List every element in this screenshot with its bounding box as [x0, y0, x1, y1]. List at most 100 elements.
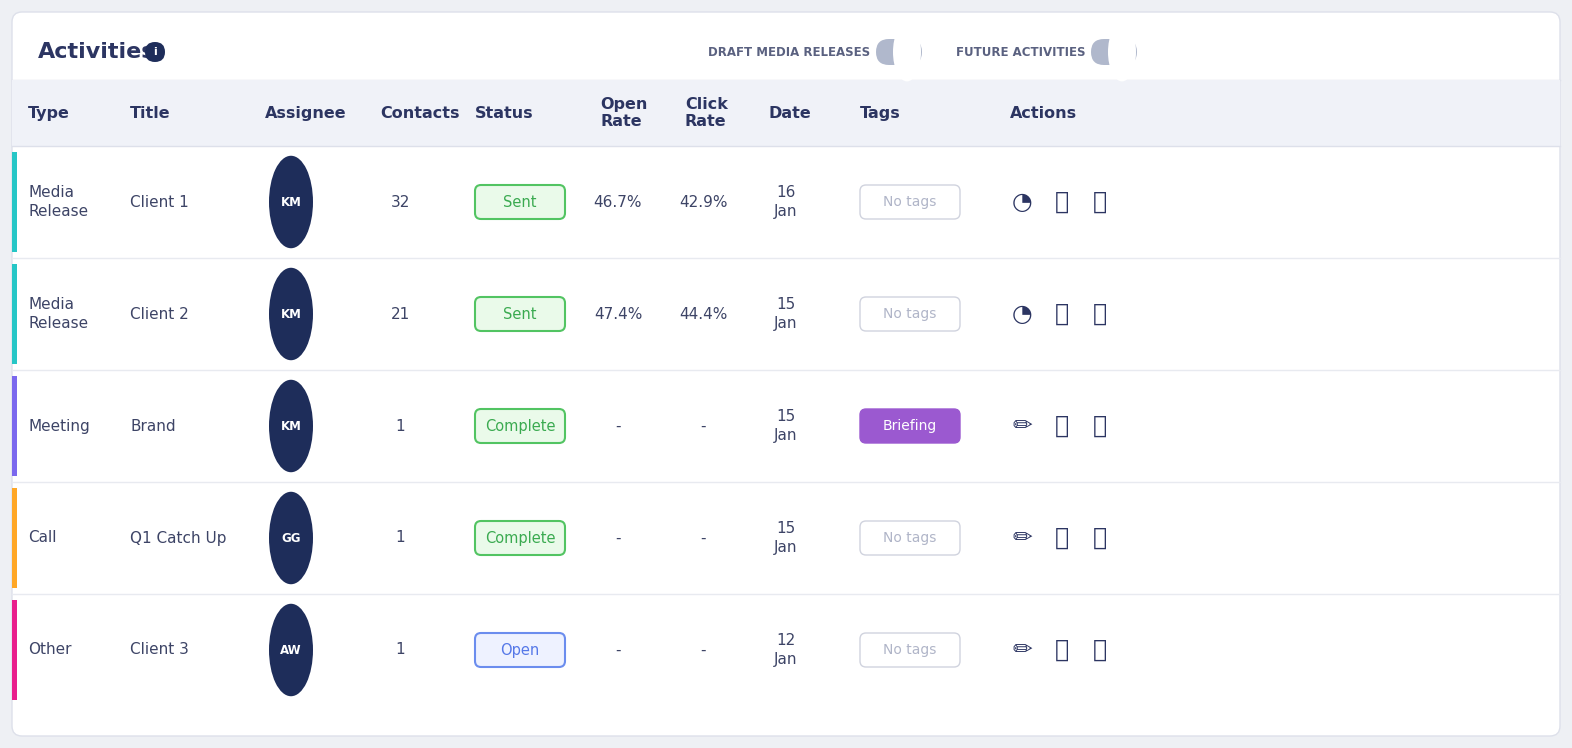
FancyBboxPatch shape [475, 521, 564, 555]
Text: ◔: ◔ [1012, 302, 1033, 326]
Text: No tags: No tags [883, 307, 937, 321]
Text: 🗑: 🗑 [1093, 302, 1107, 326]
Ellipse shape [269, 491, 313, 584]
FancyBboxPatch shape [475, 185, 564, 219]
Ellipse shape [269, 268, 313, 361]
Text: -: - [700, 530, 706, 545]
FancyBboxPatch shape [13, 376, 17, 476]
FancyBboxPatch shape [876, 39, 923, 65]
Text: KM: KM [280, 195, 302, 209]
FancyBboxPatch shape [1091, 39, 1137, 65]
FancyBboxPatch shape [860, 409, 960, 443]
Text: No tags: No tags [883, 195, 937, 209]
Text: 1: 1 [395, 643, 406, 657]
FancyBboxPatch shape [860, 521, 960, 555]
Text: KM: KM [280, 420, 302, 432]
FancyBboxPatch shape [860, 185, 960, 219]
Text: Tags: Tags [860, 105, 901, 120]
Text: ⧉: ⧉ [1055, 526, 1069, 550]
Text: ⧉: ⧉ [1055, 190, 1069, 214]
Text: AW: AW [280, 643, 302, 657]
Text: Q1 Catch Up: Q1 Catch Up [130, 530, 226, 545]
Text: ◔: ◔ [1012, 190, 1033, 214]
Ellipse shape [893, 22, 921, 82]
FancyBboxPatch shape [13, 12, 1559, 736]
FancyBboxPatch shape [475, 409, 564, 443]
Ellipse shape [1108, 22, 1137, 82]
Text: Date: Date [769, 105, 811, 120]
Text: ✏: ✏ [1012, 526, 1031, 550]
Text: 1: 1 [395, 530, 406, 545]
Text: 🗑: 🗑 [1093, 526, 1107, 550]
Text: 44.4%: 44.4% [679, 307, 728, 322]
Text: 15
Jan: 15 Jan [775, 297, 797, 331]
Text: Briefing: Briefing [883, 419, 937, 433]
Text: Client 1: Client 1 [130, 194, 189, 209]
Text: Contacts: Contacts [380, 105, 459, 120]
Text: 42.9%: 42.9% [679, 194, 728, 209]
Text: Status: Status [475, 105, 533, 120]
Text: ⧉: ⧉ [1055, 414, 1069, 438]
Text: FUTURE ACTIVITIES: FUTURE ACTIVITIES [956, 46, 1085, 58]
Text: 46.7%: 46.7% [594, 194, 643, 209]
FancyBboxPatch shape [13, 488, 17, 588]
Text: GG: GG [281, 532, 300, 545]
Text: 🗑: 🗑 [1093, 414, 1107, 438]
Text: Complete: Complete [484, 418, 555, 434]
Text: Activities: Activities [38, 42, 156, 62]
Text: Type: Type [28, 105, 69, 120]
FancyBboxPatch shape [145, 42, 165, 62]
Text: Title: Title [130, 105, 171, 120]
Text: 15
Jan: 15 Jan [775, 409, 797, 443]
FancyBboxPatch shape [860, 633, 960, 667]
FancyBboxPatch shape [860, 297, 960, 331]
Text: i: i [152, 47, 157, 57]
Text: Open
Rate: Open Rate [601, 96, 648, 129]
Ellipse shape [269, 604, 313, 696]
Text: No tags: No tags [883, 643, 937, 657]
Text: ✏: ✏ [1012, 638, 1031, 662]
Text: No tags: No tags [883, 531, 937, 545]
FancyBboxPatch shape [475, 633, 564, 667]
Text: DRAFT MEDIA RELEASES: DRAFT MEDIA RELEASES [707, 46, 869, 58]
Text: 32: 32 [390, 194, 410, 209]
Text: Client 3: Client 3 [130, 643, 189, 657]
FancyBboxPatch shape [13, 264, 17, 364]
Text: Sent: Sent [503, 307, 536, 322]
FancyBboxPatch shape [475, 297, 564, 331]
Text: -: - [700, 643, 706, 657]
Text: 🗑: 🗑 [1093, 190, 1107, 214]
Text: 21: 21 [390, 307, 410, 322]
Text: Actions: Actions [1009, 105, 1077, 120]
Text: 1: 1 [395, 418, 406, 434]
Text: 12
Jan: 12 Jan [775, 634, 797, 666]
Text: ✏: ✏ [1012, 414, 1031, 438]
Text: Meeting: Meeting [28, 418, 90, 434]
Text: -: - [700, 418, 706, 434]
FancyBboxPatch shape [13, 152, 17, 252]
Text: 🗑: 🗑 [1093, 638, 1107, 662]
Text: ⧉: ⧉ [1055, 302, 1069, 326]
Text: Call: Call [28, 530, 57, 545]
Text: Media
Release: Media Release [28, 185, 88, 219]
Text: 16
Jan: 16 Jan [775, 186, 797, 219]
Text: Assignee: Assignee [266, 105, 346, 120]
Ellipse shape [269, 380, 313, 472]
Text: -: - [615, 643, 621, 657]
Ellipse shape [269, 156, 313, 248]
Text: -: - [615, 418, 621, 434]
Text: Click
Rate: Click Rate [685, 96, 728, 129]
Text: Other: Other [28, 643, 71, 657]
Text: Client 2: Client 2 [130, 307, 189, 322]
Text: Media
Release: Media Release [28, 297, 88, 331]
Text: Complete: Complete [484, 530, 555, 545]
Text: KM: KM [280, 307, 302, 320]
Text: ⧉: ⧉ [1055, 638, 1069, 662]
FancyBboxPatch shape [13, 80, 1559, 146]
Text: Brand: Brand [130, 418, 176, 434]
Text: 15
Jan: 15 Jan [775, 521, 797, 555]
FancyBboxPatch shape [13, 600, 17, 700]
Text: 47.4%: 47.4% [594, 307, 643, 322]
Text: Open: Open [500, 643, 539, 657]
Text: Sent: Sent [503, 194, 536, 209]
